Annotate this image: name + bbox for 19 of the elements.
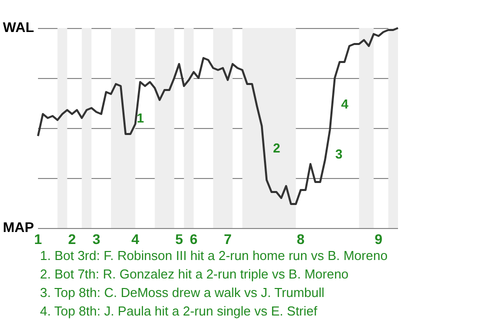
text: 4. Top 8th: J. Paula hit a 2-run single vs E. Strief — [40, 304, 318, 318]
x-tick-label: 5 — [175, 231, 184, 247]
annotation: 3 — [335, 146, 342, 162]
text: 3. Top 8th: C. DeMoss drew a walk vs J. Trumbull — [40, 285, 325, 300]
x-tick-label: 4 — [131, 231, 140, 247]
text: 1. Bot 3rd: F. Robinson III hit a 2-run home run vs B. Moreno — [40, 248, 388, 263]
x-tick-label: 2 — [68, 231, 76, 247]
text: WAL — [2, 19, 34, 35]
x-tick-label: 9 — [374, 231, 383, 247]
x-tick-label: 6 — [190, 231, 198, 247]
x-tick-label: 1 — [34, 231, 42, 247]
text: MAP — [2, 219, 34, 235]
annotation: 4 — [341, 96, 350, 112]
annotation: 1 — [136, 110, 144, 126]
x-tick-label: 8 — [296, 231, 305, 247]
x-tick-label: 3 — [92, 231, 100, 247]
annotation: 2 — [272, 140, 280, 156]
text: 2. Bot 7th: R. Gonzalez hit a 2-run triple vs B. Moreno — [40, 266, 349, 282]
x-tick-label: 7 — [224, 231, 232, 247]
